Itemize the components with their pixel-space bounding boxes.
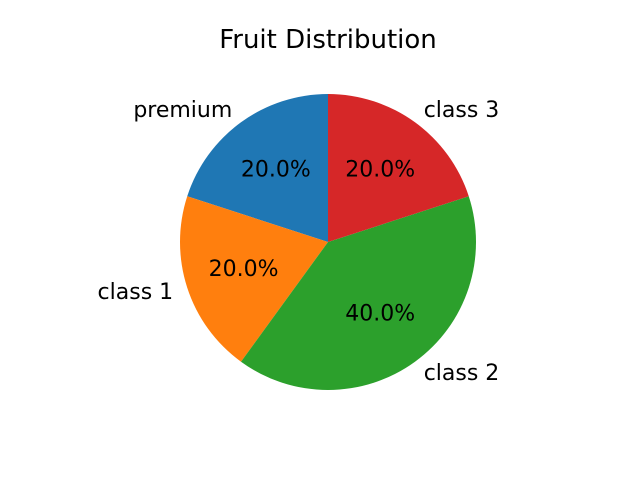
category-label-class-2: class 2 [424,361,500,386]
category-label-class-1: class 1 [98,280,174,305]
chart-title: Fruit Distribution [219,25,437,55]
pie-slice-class-1 [179,196,328,362]
percent-label-class-1: 20.0% [209,257,279,282]
pie-slice-premium [187,94,328,242]
pie-slice-class-2 [241,196,476,391]
pie-slice-class-3 [328,94,469,242]
percent-label-class-2: 40.0% [345,301,415,326]
percent-label-premium: 20.0% [241,158,311,183]
pie-slices [179,94,476,391]
category-labels: premium class 1 class 2 class 3 [98,98,500,386]
percent-labels: 20.0% 20.0% 40.0% 20.0% [209,158,416,327]
category-label-class-3: class 3 [424,98,500,123]
category-label-premium: premium [133,98,232,123]
percent-label-class-3: 20.0% [345,158,415,183]
